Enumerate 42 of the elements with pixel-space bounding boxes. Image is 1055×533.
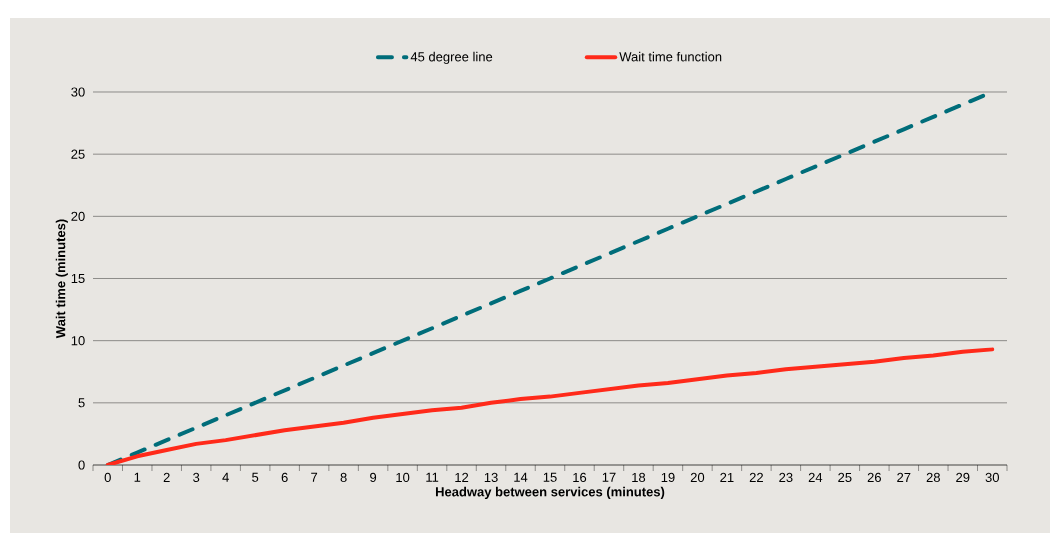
x-tick-label: 16 — [573, 472, 587, 482]
x-tick-label: 4 — [222, 472, 229, 482]
x-tick-label: 14 — [514, 472, 528, 482]
legend-label: 45 degree line — [410, 51, 493, 64]
x-tick-label: 11 — [426, 472, 439, 482]
legend-label: Wait time function — [619, 51, 722, 62]
x-tick-label: 13 — [484, 472, 498, 482]
x-tick-label: 24 — [808, 472, 823, 482]
x-tick-label: 5 — [252, 472, 259, 482]
y-tick-label: 5 — [78, 398, 85, 408]
x-tick-label: 19 — [661, 472, 675, 482]
x-tick-label: 18 — [632, 472, 646, 482]
x-tick-label: 0 — [104, 472, 111, 482]
x-tick-label: 10 — [396, 472, 410, 482]
y-tick-label: 0 — [78, 460, 85, 470]
x-tick-label: 9 — [370, 472, 377, 482]
x-tick-label: 7 — [311, 472, 318, 482]
x-tick-label: 17 — [602, 472, 616, 482]
x-tick-label: 6 — [281, 472, 288, 482]
x-tick-label: 15 — [543, 472, 557, 482]
x-tick-label: 29 — [956, 472, 970, 482]
x-axis-title: Headway between services (minutes) — [435, 486, 665, 499]
x-tick-label: 2 — [163, 472, 170, 482]
x-tick-label: 1 — [134, 472, 141, 482]
y-tick-label: 10 — [71, 336, 85, 346]
y-tick-label: 25 — [71, 149, 85, 159]
y-tick-label: 30 — [71, 87, 85, 97]
x-tick-label: 27 — [897, 472, 911, 482]
x-tick-label: 23 — [779, 472, 793, 482]
x-tick-label: 25 — [838, 472, 852, 482]
x-tick-label: 21 — [720, 472, 734, 482]
x-tick-label: 22 — [749, 472, 763, 482]
x-tick-label: 20 — [690, 472, 705, 482]
y-axis-title: Wait time (minutes) — [55, 219, 68, 339]
x-tick-label: 8 — [340, 472, 347, 482]
y-tick-label: 15 — [71, 273, 85, 284]
x-tick-label: 28 — [926, 472, 940, 482]
x-tick-label: 26 — [867, 472, 881, 482]
x-tick-label: 30 — [985, 472, 999, 482]
x-tick-label: 12 — [455, 472, 469, 482]
x-tick-label: 3 — [193, 472, 200, 482]
y-tick-label: 20 — [71, 211, 85, 221]
